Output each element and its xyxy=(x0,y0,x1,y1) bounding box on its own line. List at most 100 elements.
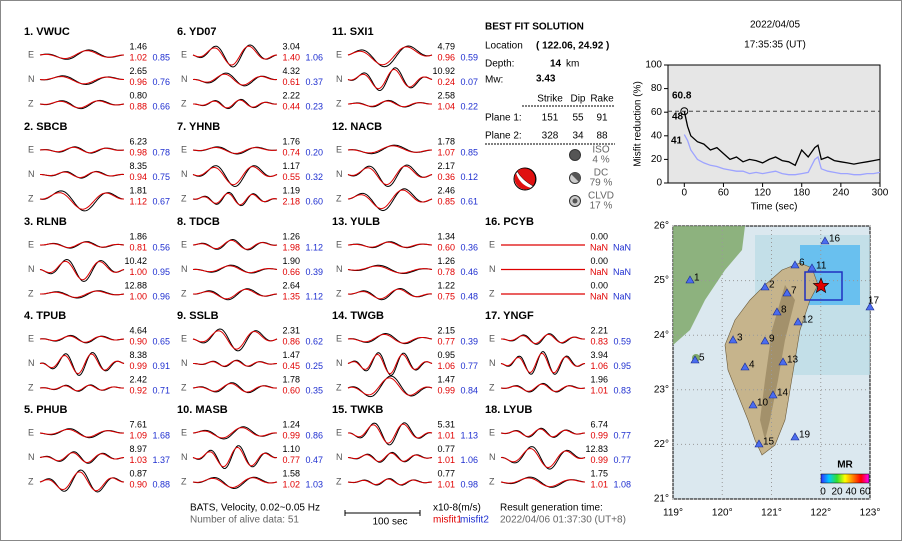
misfit1: 1.01 xyxy=(590,385,608,395)
misfit1: 1.07 xyxy=(437,147,455,157)
misfit1: 0.90 xyxy=(129,336,147,346)
misfit1: 0.81 xyxy=(129,242,147,252)
alive-count: Number of alive data: 51 xyxy=(190,515,299,526)
x-tick-label: 180 xyxy=(793,188,810,199)
component-name: CLVD xyxy=(588,191,614,202)
x-axis-title: Time (sec) xyxy=(751,202,798,213)
legend-tick: 60 xyxy=(859,487,871,498)
component-label: E xyxy=(181,144,187,154)
component-label: N xyxy=(181,264,188,274)
misfit1: 0.45 xyxy=(282,361,300,371)
synthetic-waveform xyxy=(347,353,433,375)
synthetic-waveform xyxy=(500,383,586,392)
observed-waveform xyxy=(192,328,278,352)
component-label: E xyxy=(28,427,34,437)
depth-label: Depth: xyxy=(485,59,514,70)
component-label: E xyxy=(181,427,187,437)
misfit2: 0.22 xyxy=(460,101,478,111)
y-tick-label: 80 xyxy=(651,83,663,94)
component-label: Z xyxy=(28,193,34,203)
misfit1: 0.88 xyxy=(129,101,147,111)
station-title: 10. MASB xyxy=(177,404,228,416)
station-title: 12. NACB xyxy=(332,121,382,133)
misfit1: 0.61 xyxy=(282,77,300,87)
station-marker xyxy=(772,307,782,316)
component-label: Z xyxy=(28,382,34,392)
synthetic-waveform xyxy=(192,239,278,250)
misfit1: 0.77 xyxy=(437,336,455,346)
component-label: E xyxy=(28,333,34,343)
synthetic-waveform xyxy=(347,189,433,210)
misfit2: 0.77 xyxy=(613,430,631,440)
misfit1: 0.78 xyxy=(437,267,455,277)
component-label: Z xyxy=(336,476,342,486)
misfit2: 0.91 xyxy=(152,361,170,371)
component-label: N xyxy=(181,358,188,368)
station-title: 18. LYUB xyxy=(485,404,532,416)
component-label: Z xyxy=(489,382,495,392)
plane-label: Plane 2: xyxy=(485,131,522,142)
y-tick-label: 40 xyxy=(651,130,663,141)
misfit-line xyxy=(683,111,881,167)
station-marker xyxy=(728,335,738,344)
misfit2: 0.35 xyxy=(305,385,323,395)
component-label: E xyxy=(489,239,495,249)
misfit2: 0.66 xyxy=(152,101,170,111)
misfit2: 0.60 xyxy=(305,196,323,206)
amplitude: 2.42 xyxy=(129,374,147,384)
misfit2: 0.98 xyxy=(460,479,478,489)
misfit2: 0.39 xyxy=(460,336,478,346)
x-tick-label: 0 xyxy=(682,188,688,199)
event-date: 2022/04/05 xyxy=(750,20,800,31)
synthetic-waveform xyxy=(347,100,432,108)
misfit1: 0.98 xyxy=(129,147,147,157)
misfit2: 0.71 xyxy=(152,385,170,395)
component-label: N xyxy=(336,74,343,84)
component-label: N xyxy=(336,452,343,462)
misfit2: 0.37 xyxy=(305,77,323,87)
synthetic-waveform xyxy=(192,147,278,154)
synthetic-waveform xyxy=(347,165,433,186)
amplitude: 6.23 xyxy=(129,136,147,146)
station-marker xyxy=(685,275,695,284)
amplitude: 1.26 xyxy=(282,231,300,241)
amplitude: 1.58 xyxy=(282,468,300,478)
lat-label: 21° xyxy=(654,494,669,505)
observed-waveform xyxy=(39,258,125,282)
component-label: E xyxy=(336,49,342,59)
amplitude: 1.96 xyxy=(590,374,608,384)
station-label: 2 xyxy=(769,280,775,291)
misfit1: 0.75 xyxy=(437,291,455,301)
station-marker xyxy=(865,302,875,311)
synthetic-waveform xyxy=(347,46,433,66)
misfit1: 0.94 xyxy=(129,172,147,182)
component-name: ISO xyxy=(592,145,609,156)
plane-value: 34 xyxy=(572,131,584,142)
station-label: 5 xyxy=(699,353,705,364)
amplitude: 3.94 xyxy=(590,350,608,360)
amplitude: 0.77 xyxy=(437,444,455,454)
amplitude: 1.22 xyxy=(437,280,455,290)
misfit1: 1.02 xyxy=(282,479,300,489)
synthetic-waveform xyxy=(500,477,586,488)
synthetic-waveform xyxy=(39,146,125,154)
column-header: Strike xyxy=(537,94,563,105)
synthetic-waveform xyxy=(39,384,125,392)
legend-tick: 20 xyxy=(831,487,843,498)
misfit1: 0.36 xyxy=(437,172,455,182)
misfit2: NaN xyxy=(613,242,631,252)
misfit2: 0.59 xyxy=(460,52,478,62)
synthetic-waveform xyxy=(192,192,278,206)
synthetic-waveform xyxy=(40,171,125,179)
misfit2: 1.06 xyxy=(305,52,323,62)
misfit2: 0.77 xyxy=(460,361,478,371)
x-tick-label: 300 xyxy=(872,188,889,199)
station-title: 7. YHNB xyxy=(177,121,220,133)
station-label: 15 xyxy=(763,437,775,448)
misfit2: 0.39 xyxy=(305,267,323,277)
misfit1: 1.06 xyxy=(437,361,455,371)
amplitude: 1.47 xyxy=(282,350,300,360)
location-label: Location xyxy=(485,41,523,52)
synthetic-waveform xyxy=(39,192,124,210)
component-value: 17 % xyxy=(590,201,613,212)
